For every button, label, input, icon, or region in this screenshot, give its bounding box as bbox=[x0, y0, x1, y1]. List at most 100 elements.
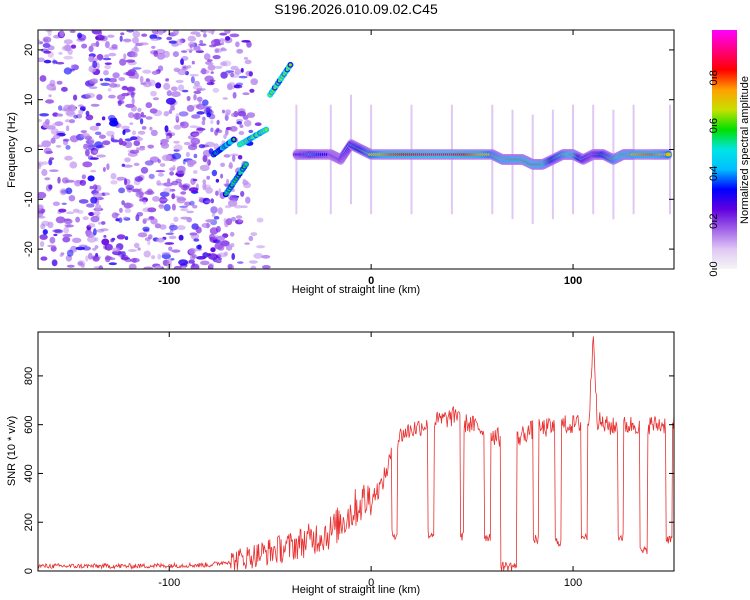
spectrogram-noise-blob bbox=[58, 208, 67, 213]
spectrogram-noise-blob bbox=[193, 153, 198, 159]
spectrogram-noise-blob bbox=[41, 161, 49, 165]
spectrogram-noise-blob bbox=[186, 104, 195, 112]
spectrogram-noise-blob bbox=[92, 60, 98, 68]
spectrogram-noise-blob bbox=[124, 157, 131, 163]
spectrogram-noise-blob bbox=[220, 173, 224, 179]
spectrogram-noise-blob bbox=[136, 147, 140, 151]
spectrogram-noise-blob bbox=[236, 118, 243, 122]
spectrogram-noise-blob bbox=[170, 105, 175, 111]
spectrogram-noise-blob bbox=[232, 92, 237, 99]
spectrogram-noise-blob bbox=[39, 234, 48, 240]
spectrogram-noise-blob bbox=[163, 204, 171, 212]
spectrogram-noise-blob bbox=[147, 144, 154, 149]
spectrogram-noise-blob bbox=[150, 90, 157, 97]
spectrogram-noise-blob bbox=[132, 67, 142, 70]
spectrogram-noise-blob bbox=[81, 174, 87, 180]
spectrogram-noise-blob bbox=[56, 80, 63, 85]
spectrogram-noise-blob bbox=[244, 59, 252, 65]
spectrogram-noise-blob bbox=[148, 234, 153, 240]
spectrogram-noise-blob bbox=[90, 215, 100, 223]
spectrogram-noise-blob bbox=[87, 175, 95, 182]
spectrogram-noise-blob bbox=[131, 188, 141, 193]
spectrogram-noise-blob bbox=[121, 163, 126, 167]
spectrogram-noise-blob bbox=[219, 61, 228, 67]
spectrogram-noise-blob bbox=[248, 71, 253, 77]
snr-plot-area bbox=[38, 332, 674, 571]
spectrogram-noise-blob bbox=[206, 61, 214, 66]
spectrogram-noise-blob bbox=[104, 62, 112, 65]
spectrogram-noise-blob bbox=[126, 87, 135, 92]
spectrogram-noise-blob bbox=[121, 125, 130, 130]
spectrogram-x-axis-label: Height of straight line (km) bbox=[292, 284, 420, 296]
spectrogram-noise-blob bbox=[196, 244, 202, 250]
spectrogram-noise-blob bbox=[199, 40, 204, 44]
spectrogram-noise-blob bbox=[50, 128, 59, 135]
spectrogram-noise-blob bbox=[92, 255, 100, 262]
spectrogram-noise-blob bbox=[208, 253, 218, 260]
spectrogram-noise-blob bbox=[65, 224, 74, 228]
spectrogram-noise-blob bbox=[132, 36, 139, 44]
spectrogram-noise-blob bbox=[137, 130, 146, 135]
spectrogram-noise-blob bbox=[171, 91, 181, 98]
spectrogram-noise-blob bbox=[88, 55, 95, 63]
spectrogram-noise-blob bbox=[150, 217, 158, 225]
spectrogram-noise-blob bbox=[64, 155, 73, 161]
spectrogram-noise-blob bbox=[230, 153, 239, 157]
spectrogram-noise-blob bbox=[180, 191, 187, 195]
spectrogram-noise-blob bbox=[171, 180, 179, 186]
spectrogram-noise-blob bbox=[191, 60, 195, 65]
spectrogram-noise-blob bbox=[122, 164, 133, 168]
spectrogram-noise-blob bbox=[138, 42, 149, 46]
spectrogram-noise-blob bbox=[123, 53, 127, 60]
spectrogram-noise-blob bbox=[230, 72, 235, 78]
spectrogram-noise-blob bbox=[168, 109, 173, 115]
spectrogram-noise-blob bbox=[168, 235, 177, 240]
spectrogram-noise-blob bbox=[187, 35, 196, 42]
spectrogram-noise-blob bbox=[133, 112, 142, 120]
spectrogram-noise-blob bbox=[198, 144, 206, 149]
spectrogram-noise-blob bbox=[225, 70, 235, 73]
spectrogram-noise-blob bbox=[120, 254, 129, 261]
snr-frame bbox=[37, 331, 675, 572]
spectrogram-noise-blob bbox=[153, 50, 158, 57]
spectrogram-noise-blob bbox=[233, 110, 239, 118]
spectrogram-noise-blob bbox=[150, 38, 160, 42]
spectrogram-noise-blob bbox=[63, 218, 71, 222]
spectrogram-noise-blob bbox=[203, 33, 207, 38]
spectrogram-noise-blob bbox=[184, 201, 191, 207]
spectrogram-noise-blob bbox=[171, 249, 181, 253]
spectrogram-noise-blob bbox=[180, 216, 190, 220]
spectrogram-noise-blob bbox=[116, 177, 123, 182]
spectrogram-noise-blob bbox=[226, 178, 229, 185]
spectrogram-noise-blob bbox=[219, 38, 225, 42]
spectrogram-noise-blob bbox=[246, 41, 252, 48]
spectrogram-noise-blob bbox=[51, 87, 57, 91]
spectrogram-noise-blob bbox=[57, 176, 61, 184]
spectrogram-y-ticks: -20 -10 0 10 20 bbox=[23, 44, 674, 257]
spectrogram-noise-blob bbox=[63, 55, 74, 60]
spectrogram-noise-blob bbox=[101, 116, 106, 121]
spectrogram-noise-blob bbox=[79, 179, 87, 186]
spectrogram-noise-blob bbox=[187, 144, 198, 151]
spectrogram-noise-blob bbox=[256, 217, 264, 223]
spectrogram-noise-blob bbox=[111, 212, 119, 219]
spectrogram-noise-blob bbox=[52, 60, 58, 64]
spectrogram-noise-blob bbox=[131, 97, 135, 105]
spectrogram-noise-blob bbox=[176, 165, 186, 173]
spectrogram-noise-blob bbox=[45, 184, 53, 192]
spectrogram-noise-blob bbox=[180, 121, 185, 127]
spectrogram-noise-blob bbox=[150, 129, 158, 137]
spectrogram-noise-blob bbox=[155, 82, 162, 89]
spectrogram-noise-blob bbox=[38, 191, 47, 199]
spectrogram-noise-blob bbox=[168, 246, 173, 252]
spectrogram-noise-blob bbox=[143, 250, 151, 258]
spectrogram-noise-blob bbox=[237, 261, 244, 264]
spectrogram-noise-blob bbox=[195, 50, 205, 53]
spectrogram-noise-blob bbox=[137, 232, 148, 238]
spectrogram-noise-blob bbox=[72, 208, 80, 213]
spectrogram-noise-blob bbox=[63, 218, 73, 225]
spectrogram-noise-blob bbox=[211, 169, 218, 177]
spectrogram-noise-blob bbox=[185, 151, 190, 158]
spectrogram-noise-blob bbox=[207, 59, 213, 62]
spectrogram-noise-blob bbox=[142, 218, 152, 221]
